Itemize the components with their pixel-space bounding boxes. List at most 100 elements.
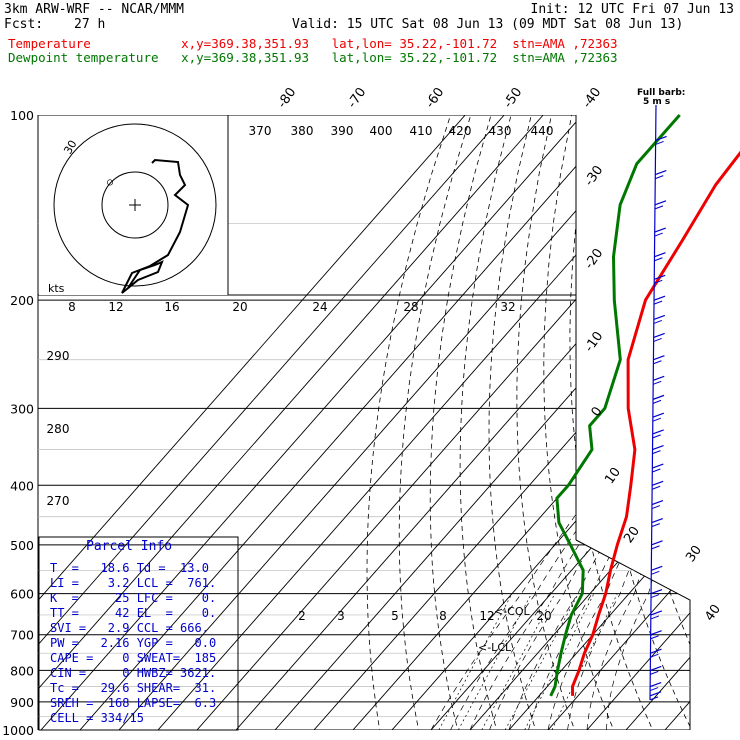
moist-adiabat — [606, 299, 690, 730]
hodograph-speed-label: 28 — [403, 300, 418, 314]
theta-e-label: 390 — [331, 124, 354, 138]
pressure-label: 900 — [10, 695, 34, 710]
forecast-hour: 27 h — [74, 17, 106, 32]
wind-barb — [650, 648, 662, 654]
wind-staff — [649, 104, 657, 701]
wind-barb-half — [650, 635, 659, 640]
mixing-ratio-label: 3 — [337, 609, 345, 623]
dewpoint-curve — [549, 114, 681, 697]
moist-adiabat — [586, 299, 690, 730]
parcel-box-border — [38, 536, 239, 731]
wind-barb — [655, 135, 667, 142]
isotherm-line — [68, 115, 622, 730]
hodograph-ring-inner — [101, 171, 169, 239]
wind-barb — [653, 355, 665, 361]
pressure-label: 400 — [10, 478, 34, 493]
mixing-ratio-line — [457, 593, 532, 730]
wind-barb — [653, 295, 666, 301]
wind-barb-half — [654, 279, 663, 284]
mixing-ratio-line — [438, 593, 513, 730]
wind-barb-half — [650, 653, 659, 658]
isotherm-label: -20 — [582, 246, 606, 272]
hodograph-speed-label: 16 — [164, 300, 179, 314]
wind-barb-half — [653, 300, 663, 305]
isotherm-line — [38, 115, 505, 730]
wind-barb-half — [650, 615, 660, 620]
isotherm-label: -40 — [580, 85, 604, 111]
hodograph-speed-label: 8 — [68, 300, 76, 314]
wind-barb-half — [653, 319, 663, 324]
hodograph-speed-label: 24 — [312, 300, 327, 314]
wind-barb-half — [651, 570, 660, 575]
col-marker: <-COL — [494, 605, 531, 618]
dry-adiabat — [569, 115, 660, 730]
hodograph-speed-label: 32 — [500, 300, 515, 314]
isotherm-line — [536, 115, 690, 730]
isobar-group — [38, 115, 690, 730]
wind-barb-half — [653, 337, 662, 342]
wind-barb — [654, 200, 667, 206]
wind-barb — [649, 682, 662, 688]
wind-barb — [650, 630, 662, 636]
wind-barb-half — [651, 505, 661, 510]
moist-adiabat — [567, 299, 690, 730]
theta-label: 290 — [47, 349, 70, 363]
dry-adiabat — [688, 115, 690, 730]
isotherm-line — [263, 115, 690, 730]
parcel-row: CELL = 334/15 — [50, 711, 144, 725]
wind-barb — [652, 394, 665, 400]
wind-barb-half — [650, 670, 659, 675]
isotherm-line — [575, 115, 690, 730]
hodograph: 30 ○ kts — [38, 115, 576, 296]
wind-barb — [650, 665, 662, 671]
isotherm-line — [107, 115, 661, 730]
wind-barb — [654, 274, 666, 280]
dry-adiabat — [398, 115, 472, 730]
wind-barb-half — [652, 450, 661, 455]
hodograph-trace — [121, 158, 190, 294]
parcel-info-panel: Parcel Info T = 18.6 Td = 13.0 LI = 3.2 … — [38, 537, 238, 737]
dry-adiabat — [543, 115, 620, 730]
wind-barb — [652, 463, 664, 469]
hodograph-units: kts — [48, 282, 65, 295]
wind-barb — [653, 314, 666, 321]
mixing-ratio-line — [551, 593, 618, 730]
pressure-label: 100 — [10, 108, 34, 123]
hodograph-speed-label: 20 — [232, 300, 247, 314]
barb-legend-units: 5 m s — [643, 97, 670, 107]
isotherm-line — [38, 115, 583, 730]
hodograph-ring-outer — [53, 123, 217, 287]
temperature-curve — [571, 150, 740, 696]
theta-e-label: 420 — [449, 124, 472, 138]
isotherm-label: -60 — [423, 85, 447, 111]
parcel-row: SREH = 168 LAPSE= 6.3 — [50, 696, 217, 710]
pressure-label: 600 — [10, 587, 34, 602]
hodograph-ring-label: 30 — [61, 138, 79, 157]
wind-barb — [650, 610, 663, 616]
isotherm-line — [419, 115, 690, 730]
parcel-row: PW = 2.16 YGP = 0.0 — [50, 636, 217, 650]
hodograph-marker: ○ — [107, 177, 113, 188]
moist-adiabat — [450, 299, 690, 730]
dry-adiabat — [366, 115, 451, 730]
wind-barb-half — [650, 594, 660, 599]
theta-e-label: 370 — [249, 124, 272, 138]
mixing-ratio-label: 20 — [536, 609, 551, 623]
parcel-row: LI = 3.2 LCL = 761. — [50, 576, 217, 590]
parcel-row: Tc = 29.6 SHEAR= 31. — [50, 681, 217, 695]
wind-barb-half — [651, 523, 660, 528]
mixing-ratio-line — [481, 593, 556, 730]
dry-adiabat — [594, 115, 690, 730]
parcel-row: CAPE = 0 SWEAT= 185 — [50, 651, 217, 665]
temperature-legend: Temperature x,y=369.38,351.93 lat,lon= 3… — [8, 36, 618, 51]
dry-adiabat — [488, 115, 541, 730]
parcel-row: TT = 42 EL = 0. — [50, 606, 217, 620]
wind-barb — [653, 375, 665, 381]
wind-barb-half — [652, 417, 662, 422]
wind-barb-half — [655, 140, 664, 145]
wind-barb-half — [651, 485, 661, 490]
isotherm-line — [380, 115, 690, 730]
hodograph-speed-label: 12 — [108, 300, 123, 314]
wind-barb-half — [653, 360, 662, 365]
